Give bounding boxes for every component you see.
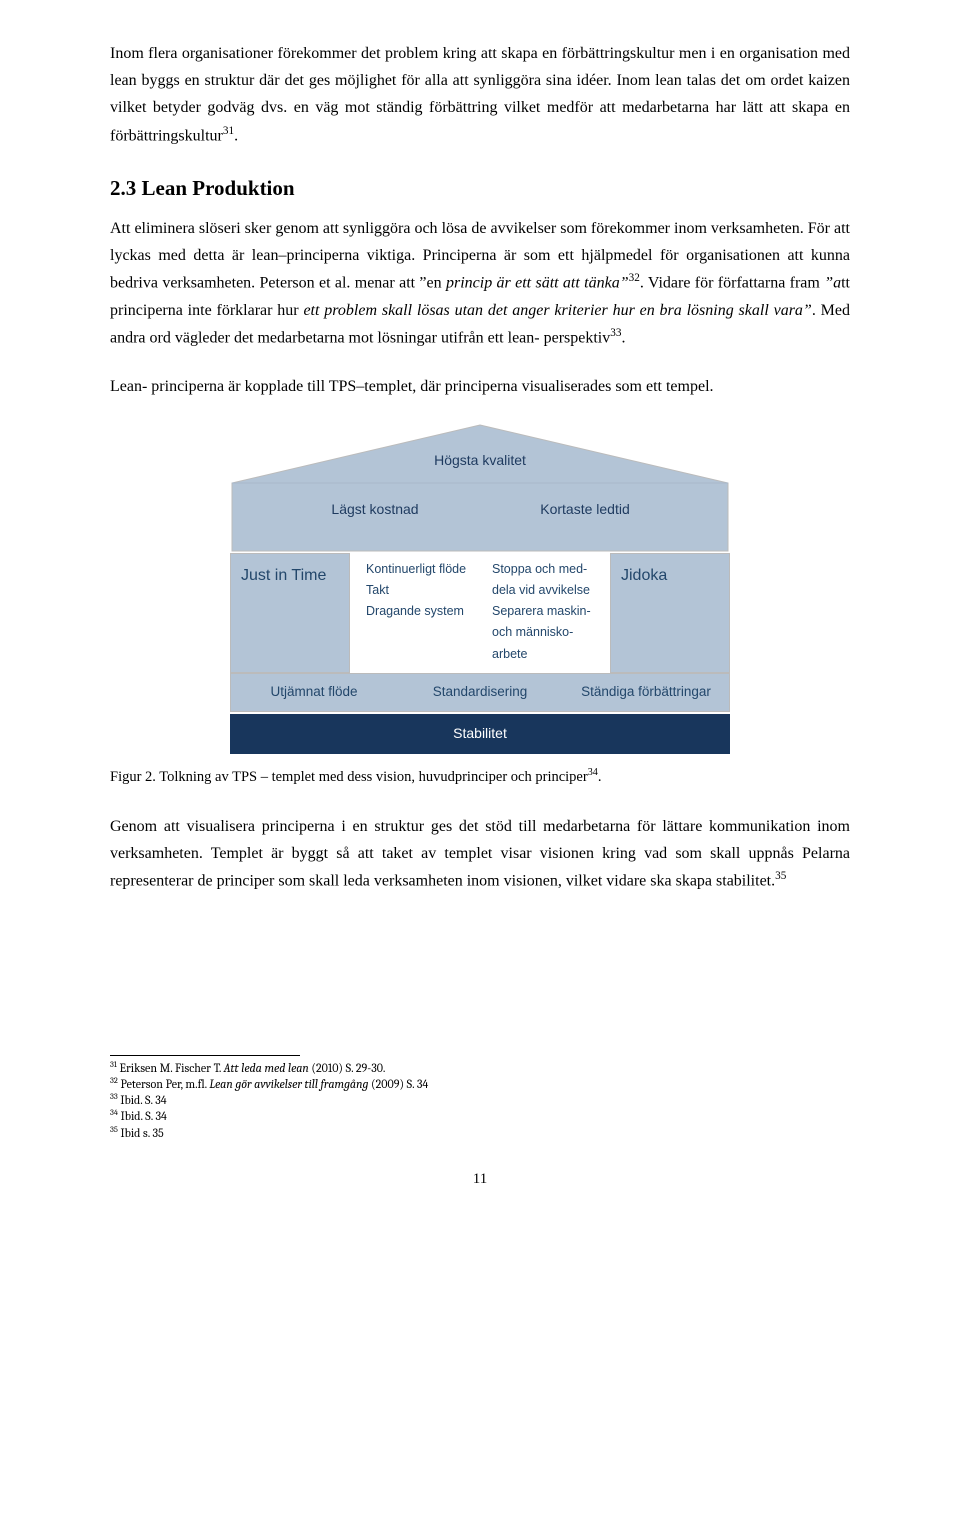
house-foundation: Stabilitet [230, 714, 730, 754]
center-col-right: Stoppa och med- dela vid avvikelse Separ… [484, 553, 602, 673]
paragraph-2: Att eliminera slöseri sker genom att syn… [110, 215, 850, 352]
roof-left-label: Lägst kostnad [230, 498, 480, 522]
fn-text: (2009) S. 34 [368, 1077, 428, 1091]
para2b: . Vidare för författarna fram [640, 274, 824, 291]
fn-text: Ibid. S. 34 [118, 1093, 167, 1107]
caption-end: . [598, 768, 602, 784]
pillar-right: Jidoka [610, 553, 730, 673]
footnote-ref-33: 33 [610, 327, 621, 339]
footnote-32: 32 Peterson Per, m.fl. Lean gör avvikels… [110, 1076, 850, 1092]
para1-text: Inom flera organisationer förekommer det… [110, 45, 850, 144]
center-col-left: Kontinuerligt flöde Takt Dragande system [358, 553, 476, 673]
footnote-ref-32: 32 [629, 272, 640, 284]
fn-num: 32 [110, 1076, 118, 1086]
center-right-line: arbete [492, 644, 594, 665]
caption-text: Figur 2. Tolkning av TPS – templet med d… [110, 768, 588, 784]
fn-em: Att leda med lean [224, 1061, 309, 1075]
paragraph-4: Genom att visualisera principerna i en s… [110, 813, 850, 895]
fn-text: Ibid. S. 34 [118, 1109, 167, 1123]
center-left-line: Kontinuerligt flöde [366, 559, 468, 580]
para2-quote2b: ett problem skall lösas utan det anger k… [303, 302, 811, 319]
paragraph-3: Lean- principerna är kopplade till TPS–t… [110, 373, 850, 400]
center-left-line: Takt [366, 580, 468, 601]
roof-shape [230, 423, 730, 553]
beam-item: Ständiga förbättringar [563, 674, 729, 711]
fn-em: Lean gör avvikelser till framgång [209, 1077, 368, 1091]
house-beam: Utjämnat flöde Standardisering Ständiga … [230, 673, 730, 712]
center-left-line: Dragande system [366, 601, 468, 622]
para2-end: . [621, 329, 625, 346]
page-number: 11 [110, 1167, 850, 1193]
pillar-left-title: Just in Time [241, 562, 339, 589]
pillar-left: Just in Time [230, 553, 350, 673]
center-right-line: Separera maskin- [492, 601, 594, 622]
footnote-ref-35: 35 [775, 870, 786, 882]
fn-text: Peterson Per, m.fl. [118, 1077, 210, 1091]
center-right-line: Stoppa och med- [492, 559, 594, 580]
fn-text: Ibid s. 35 [118, 1126, 164, 1140]
fn-text: Eriksen M. Fischer T. [117, 1061, 224, 1075]
tps-house-diagram: Högsta kvalitet Lägst kostnad Kortaste l… [230, 423, 730, 754]
fn-text: (2010) S. 29-30. [309, 1061, 386, 1075]
fn-num: 31 [110, 1060, 117, 1070]
roof-right-label: Kortaste ledtid [480, 498, 730, 522]
footnote-ref-31: 31 [223, 125, 234, 137]
house-body: Just in Time Kontinuerligt flöde Takt Dr… [230, 553, 730, 673]
footnote-ref-34: 34 [588, 767, 598, 778]
footnote-35: 35 Ibid s. 35 [110, 1125, 850, 1141]
center-right-line: och människo- [492, 622, 594, 643]
para4-text: Genom att visualisera principerna i en s… [110, 818, 850, 890]
fn-num: 35 [110, 1125, 118, 1135]
para2-quote1: princip är ett sätt att tänka” [446, 274, 629, 291]
roof-mid-labels: Lägst kostnad Kortaste ledtid [230, 498, 730, 522]
roof-top-label: Högsta kvalitet [230, 449, 730, 473]
section-heading: 2.3 Lean Produktion [110, 171, 850, 207]
para2-quote2a: ”a [824, 274, 841, 291]
fn-num: 33 [110, 1092, 118, 1102]
beam-item: Standardisering [397, 674, 563, 711]
footnote-33: 33 Ibid. S. 34 [110, 1092, 850, 1108]
figure-caption: Figur 2. Tolkning av TPS – templet med d… [110, 764, 850, 789]
footnotes-rule [110, 1055, 300, 1056]
center-right-line: dela vid avvikelse [492, 580, 594, 601]
para1-end: . [234, 127, 238, 144]
footnote-34: 34 Ibid. S. 34 [110, 1108, 850, 1124]
footnote-31: 31 Eriksen M. Fischer T. Att leda med le… [110, 1060, 850, 1076]
fn-num: 34 [110, 1108, 118, 1118]
paragraph-1: Inom flera organisationer förekommer det… [110, 40, 850, 149]
house-roof: Högsta kvalitet Lägst kostnad Kortaste l… [230, 423, 730, 553]
pillar-right-title: Jidoka [621, 562, 719, 589]
footnotes-block: 31 Eriksen M. Fischer T. Att leda med le… [110, 1055, 850, 1141]
beam-item: Utjämnat flöde [231, 674, 397, 711]
